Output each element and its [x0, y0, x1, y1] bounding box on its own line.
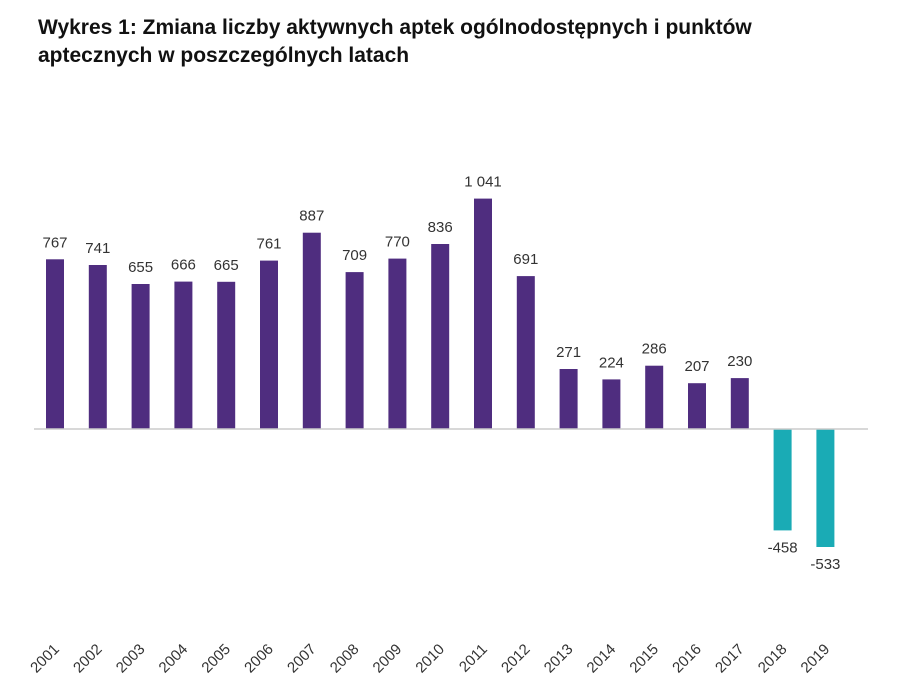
- bar-2012: [516, 276, 535, 429]
- x-tick-label-2008: 2008: [327, 641, 363, 677]
- x-tick-label-2013: 2013: [541, 641, 577, 677]
- value-label-2019: -533: [810, 556, 840, 573]
- bar-2015: [645, 365, 664, 429]
- value-label-2005: 665: [214, 257, 239, 274]
- chart-title: Wykres 1: Zmiana liczby aktywnych aptek …: [38, 14, 878, 70]
- x-tick-label-2018: 2018: [755, 641, 791, 677]
- bar-2018: [773, 429, 792, 531]
- value-label-2013: 271: [556, 344, 581, 361]
- bar-2001: [46, 259, 64, 429]
- x-tick-label-2014: 2014: [584, 641, 620, 677]
- x-tick-label-2009: 2009: [370, 641, 406, 677]
- value-label-2001: 767: [42, 234, 67, 251]
- bar-2011: [474, 198, 492, 429]
- chart-title-line-1: Wykres 1: Zmiana liczby aktywnych aptek …: [38, 16, 752, 39]
- x-tick-label-2005: 2005: [198, 641, 234, 677]
- value-label-2002: 741: [85, 240, 110, 257]
- value-label-2004: 666: [171, 257, 196, 274]
- x-tick-label-2006: 2006: [241, 641, 277, 677]
- bar-2009: [388, 258, 407, 429]
- bar-2016: [688, 383, 706, 429]
- value-label-2015: 286: [642, 341, 667, 358]
- value-labels-group: 767 741 655 666 665 761 887 709 770 836 1 041 691 27…: [42, 174, 840, 573]
- bar-2010: [431, 244, 450, 429]
- x-tick-label-2016: 2016: [669, 641, 705, 677]
- bar-2004: [174, 281, 193, 429]
- value-label-2017: 230: [727, 353, 752, 370]
- bar-2008: [345, 272, 364, 429]
- bar-2006: [260, 260, 278, 429]
- bar-2003: [131, 284, 150, 429]
- value-label-2012: 691: [513, 251, 538, 268]
- bar-2007: [302, 232, 321, 429]
- value-label-2006: 761: [256, 236, 281, 253]
- bar-2014: [602, 379, 621, 429]
- value-label-2016: 207: [684, 358, 709, 375]
- x-tick-label-2010: 2010: [412, 641, 448, 677]
- x-tick-label-2011: 2011: [456, 641, 491, 676]
- value-label-2018: -458: [768, 539, 798, 556]
- value-label-2011: 1 041: [464, 174, 502, 191]
- bar-2005: [217, 281, 236, 429]
- x-tick-label-2015: 2015: [626, 641, 662, 677]
- x-tick-label-2004: 2004: [156, 641, 192, 677]
- x-tick-label-2017: 2017: [712, 641, 748, 677]
- value-label-2007: 887: [299, 208, 324, 225]
- bar-2002: [88, 265, 107, 429]
- value-label-2003: 655: [128, 259, 153, 276]
- bar-2019: [816, 429, 835, 547]
- bar-2013: [559, 369, 578, 429]
- bar-2017: [730, 378, 749, 429]
- x-tick-label-2019: 2019: [798, 641, 834, 677]
- value-label-2008: 709: [342, 247, 367, 264]
- x-tick-label-2003: 2003: [113, 641, 149, 677]
- x-tick-labels-group: 2001 2002 2003 2004 2005 2006 2007 2008 2009 2010…: [27, 641, 833, 677]
- value-label-2010: 836: [428, 219, 453, 236]
- bars-group: [46, 198, 835, 547]
- x-tick-label-2002: 2002: [70, 641, 106, 677]
- chart-title-line-2: aptecznych w poszczególnych latach: [38, 44, 410, 67]
- x-tick-label-2001: 2001: [27, 641, 63, 677]
- x-tick-label-2012: 2012: [498, 641, 534, 677]
- value-label-2014: 224: [599, 354, 624, 371]
- x-tick-label-2007: 2007: [284, 641, 320, 677]
- value-label-2009: 770: [385, 234, 410, 251]
